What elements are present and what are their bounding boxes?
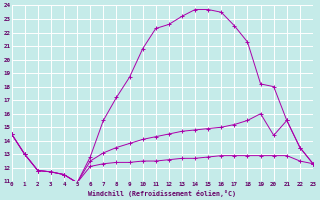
X-axis label: Windchill (Refroidissement éolien,°C): Windchill (Refroidissement éolien,°C): [88, 190, 236, 197]
